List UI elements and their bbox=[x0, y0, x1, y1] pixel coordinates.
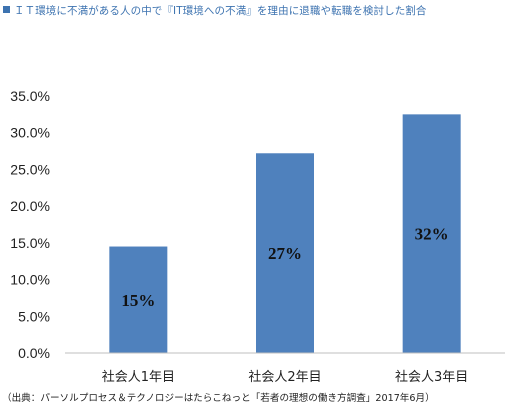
bar bbox=[402, 114, 461, 353]
x-axis-labels: 社会人1年目 社会人2年目 社会人3年目 bbox=[102, 369, 469, 385]
y-tick-label: 0.0% bbox=[18, 345, 50, 361]
y-tick-label: 25.0% bbox=[10, 161, 50, 177]
y-tick-label: 5.0% bbox=[18, 308, 50, 324]
x-tick-label: 社会人2年目 bbox=[248, 369, 321, 385]
bar bbox=[109, 246, 168, 353]
data-label: 15% bbox=[121, 291, 155, 310]
y-tick-label: 20.0% bbox=[10, 198, 50, 214]
bars: 15% 27% 32% bbox=[109, 114, 461, 353]
chart-title: ＩＴ環境に不満がある人の中で『IT環境への不満』を理由に退職や転職を検討した割合 bbox=[3, 3, 509, 18]
chart-title-text: ＩＴ環境に不満がある人の中で『IT環境への不満』を理由に退職や転職を検討した割合 bbox=[14, 5, 427, 17]
bar bbox=[256, 153, 314, 353]
title-bullet-icon bbox=[3, 6, 10, 13]
source-note: （出典：パーソルプロセス＆テクノロジーはたらこねっと「若者の理想の働き方調査」2… bbox=[2, 393, 435, 404]
y-tick-label: 15.0% bbox=[10, 235, 50, 251]
y-tick-label: 10.0% bbox=[10, 272, 50, 288]
data-label: 27% bbox=[268, 244, 302, 263]
y-tick-label: 35.0% bbox=[10, 88, 50, 104]
x-tick-label: 社会人1年目 bbox=[102, 369, 175, 385]
y-tick-label: 30.0% bbox=[10, 125, 50, 141]
x-tick-label: 社会人3年目 bbox=[395, 369, 468, 385]
data-label: 32% bbox=[415, 225, 449, 244]
y-axis-ticks: 0.0% 5.0% 10.0% 15.0% 20.0% 25.0% 30.0% 35.0% bbox=[10, 88, 50, 361]
